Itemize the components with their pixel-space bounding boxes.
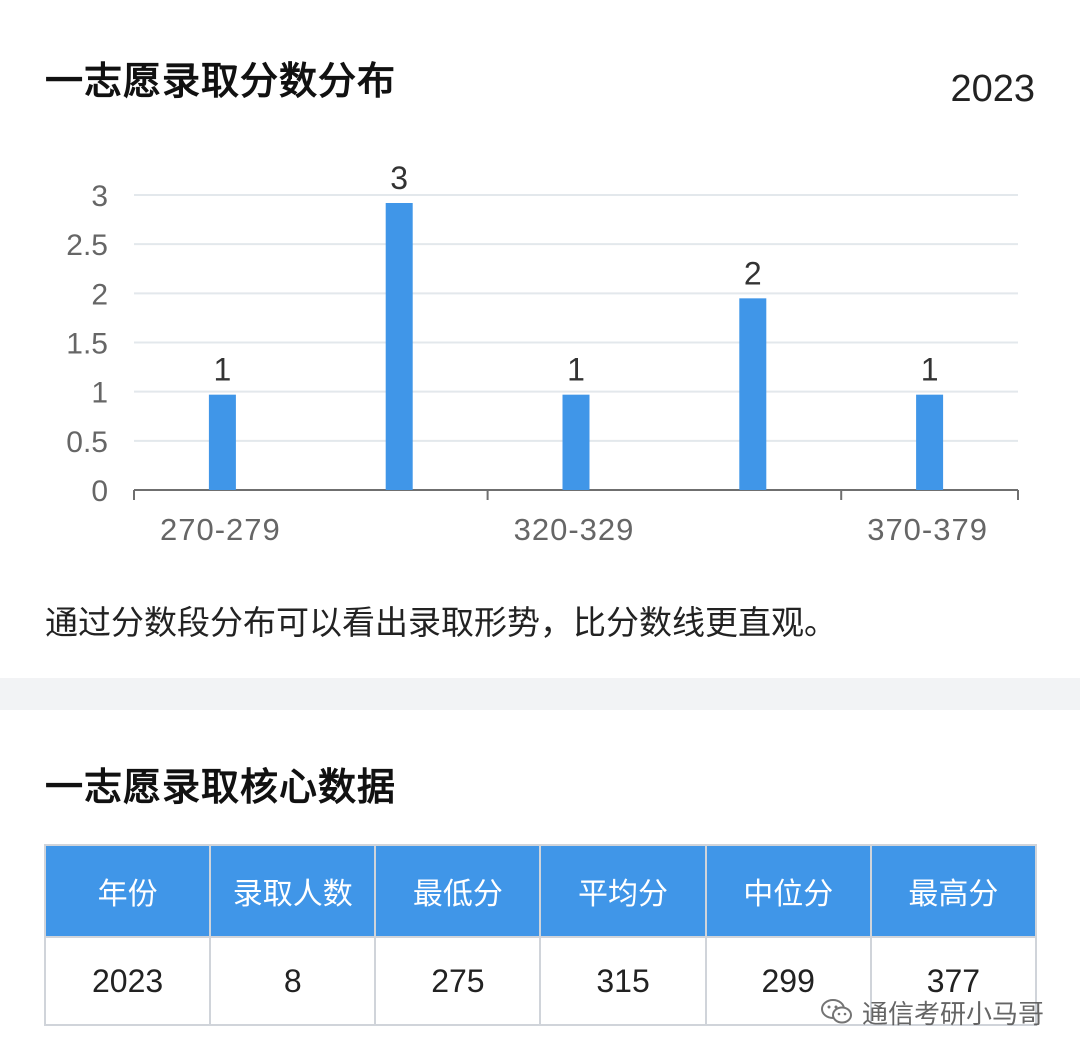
bar xyxy=(562,394,590,490)
table-header-cell: 最高分 xyxy=(869,844,1038,938)
chart-bars xyxy=(208,203,944,490)
x-tick-label: 270-279 xyxy=(160,512,281,547)
wechat-icon xyxy=(820,999,852,1024)
table-row: 2023 8 275 315 299 377 xyxy=(43,936,1038,1026)
table-cell: 8 xyxy=(209,936,377,1026)
core-data-table: 年份 录取人数 最低分 平均分 中位分 最高分 2023 8 275 315 2… xyxy=(43,844,1038,1026)
chart-svg: 0 0.5 1 1.5 2 2.5 3 270-279 320-329 370-379 1 3 1 2… xyxy=(66,160,1019,547)
x-tick-label: 370-379 xyxy=(867,512,988,547)
y-tick-label: 3 xyxy=(91,180,108,213)
table-cell: 377 xyxy=(869,936,1038,1026)
table-header-cell: 平均分 xyxy=(539,844,707,938)
x-tick-label: 320-329 xyxy=(514,512,635,547)
bar-data-label: 1 xyxy=(921,352,939,388)
chart-y-ticks: 0 0.5 1 1.5 2 2.5 3 xyxy=(66,180,108,508)
y-tick-label: 0.5 xyxy=(66,426,108,459)
bar xyxy=(385,203,413,490)
score-distribution-chart: 0 0.5 1 1.5 2 2.5 3 270-279 320-329 370-379 1 3 1 2… xyxy=(66,160,1019,547)
y-tick-label: 1 xyxy=(91,377,108,410)
bar xyxy=(739,298,767,490)
y-tick-label: 0 xyxy=(91,475,108,508)
distribution-section: 一志愿录取分数分布 2023 0 0.5 1 1.5 2 2.5 3 270-279 320-… xyxy=(45,59,1035,642)
table-header-row: 年份 录取人数 最低分 平均分 中位分 最高分 xyxy=(43,844,1038,938)
bar-data-label: 2 xyxy=(744,255,762,291)
table-header-cell: 年份 xyxy=(43,844,212,938)
distribution-caption: 通过分数段分布可以看出录取形势，比分数线更直观。 xyxy=(45,603,837,642)
table-header-cell: 录取人数 xyxy=(209,844,377,938)
table-header-cell: 最低分 xyxy=(374,844,542,938)
watermark-text: 通信考研小马哥 xyxy=(861,999,1044,1030)
y-tick-label: 2 xyxy=(91,278,108,311)
bar xyxy=(208,394,236,490)
bar-data-label: 3 xyxy=(390,160,408,196)
core-data-title: 一志愿录取核心数据 xyxy=(45,765,397,809)
table-cell: 275 xyxy=(374,936,542,1026)
bar-data-label: 1 xyxy=(214,352,232,388)
watermark: 通信考研小马哥 xyxy=(820,990,1044,1034)
distribution-title: 一志愿录取分数分布 xyxy=(45,59,397,103)
bar xyxy=(916,394,944,490)
chart-data-labels: 1 3 1 2 1 xyxy=(214,160,939,388)
table-header-cell: 中位分 xyxy=(704,844,872,938)
table-cell: 2023 xyxy=(43,936,212,1026)
y-tick-label: 1.5 xyxy=(66,328,108,361)
distribution-year: 2023 xyxy=(950,68,1035,110)
table-cell: 315 xyxy=(539,936,707,1026)
y-tick-label: 2.5 xyxy=(66,229,108,262)
bar-data-label: 1 xyxy=(567,352,585,388)
section-divider xyxy=(0,678,1080,710)
chart-x-axis: 270-279 320-329 370-379 xyxy=(133,489,1019,547)
